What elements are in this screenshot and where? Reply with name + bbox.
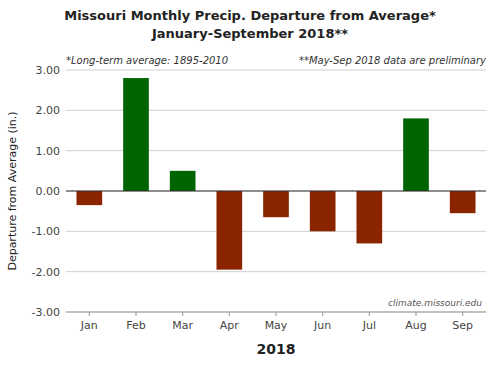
x-tick xyxy=(89,312,90,316)
bar xyxy=(217,191,243,270)
y-tick-label: -2.00 xyxy=(32,266,60,279)
y-tick-label: 3.00 xyxy=(36,64,61,77)
x-tick-label: Sep xyxy=(452,319,473,332)
x-tick-label: Feb xyxy=(126,319,145,332)
x-tick xyxy=(136,312,137,316)
bar xyxy=(357,191,383,243)
bar xyxy=(170,171,196,191)
annotation: *Long-term average: 1895-2010 xyxy=(66,55,228,66)
grid xyxy=(66,70,486,312)
bar xyxy=(123,78,149,191)
title: Missouri Monthly Precip. Departure from … xyxy=(64,8,436,23)
y-tick-label: 0.00 xyxy=(36,185,61,198)
x-tick xyxy=(322,312,323,316)
x-axis-label: 2018 xyxy=(257,341,296,357)
bar xyxy=(403,118,429,191)
x-tick-label: Jan xyxy=(80,319,98,332)
y-tick-label: -1.00 xyxy=(32,225,60,238)
x-tick-label: May xyxy=(265,319,288,332)
x-tick-label: Apr xyxy=(220,319,240,332)
y-tick-label: 1.00 xyxy=(36,145,61,158)
x-tick-label: Aug xyxy=(405,319,426,332)
y-axis-label: Departure from Average (in.) xyxy=(6,111,19,270)
watermark: climate.missouri.edu xyxy=(388,298,482,308)
bar xyxy=(77,191,103,205)
subtitle: January-September 2018** xyxy=(151,26,348,41)
x-tick-label: Jun xyxy=(313,319,331,332)
x-tick-label: Mar xyxy=(172,319,193,332)
y-tick-label: -3.00 xyxy=(32,306,60,319)
chart: Missouri Monthly Precip. Departure from … xyxy=(0,0,500,376)
y-tick-label: 2.00 xyxy=(36,104,61,117)
baseline xyxy=(66,191,486,192)
x-tick xyxy=(276,312,277,316)
bar xyxy=(450,191,476,213)
grid-line xyxy=(66,70,486,71)
grid-line xyxy=(66,271,486,272)
grid-line xyxy=(66,191,486,192)
bars xyxy=(77,78,476,270)
x-tick xyxy=(229,312,230,316)
grid-line xyxy=(66,231,486,232)
x-tick xyxy=(369,312,370,316)
x-tick xyxy=(462,312,463,316)
annotation: **May-Sep 2018 data are preliminary xyxy=(299,55,487,66)
bar xyxy=(310,191,336,231)
x-tick xyxy=(416,312,417,316)
bar xyxy=(263,191,289,217)
x-tick-label: Jul xyxy=(362,319,376,332)
x-tick xyxy=(182,312,183,316)
